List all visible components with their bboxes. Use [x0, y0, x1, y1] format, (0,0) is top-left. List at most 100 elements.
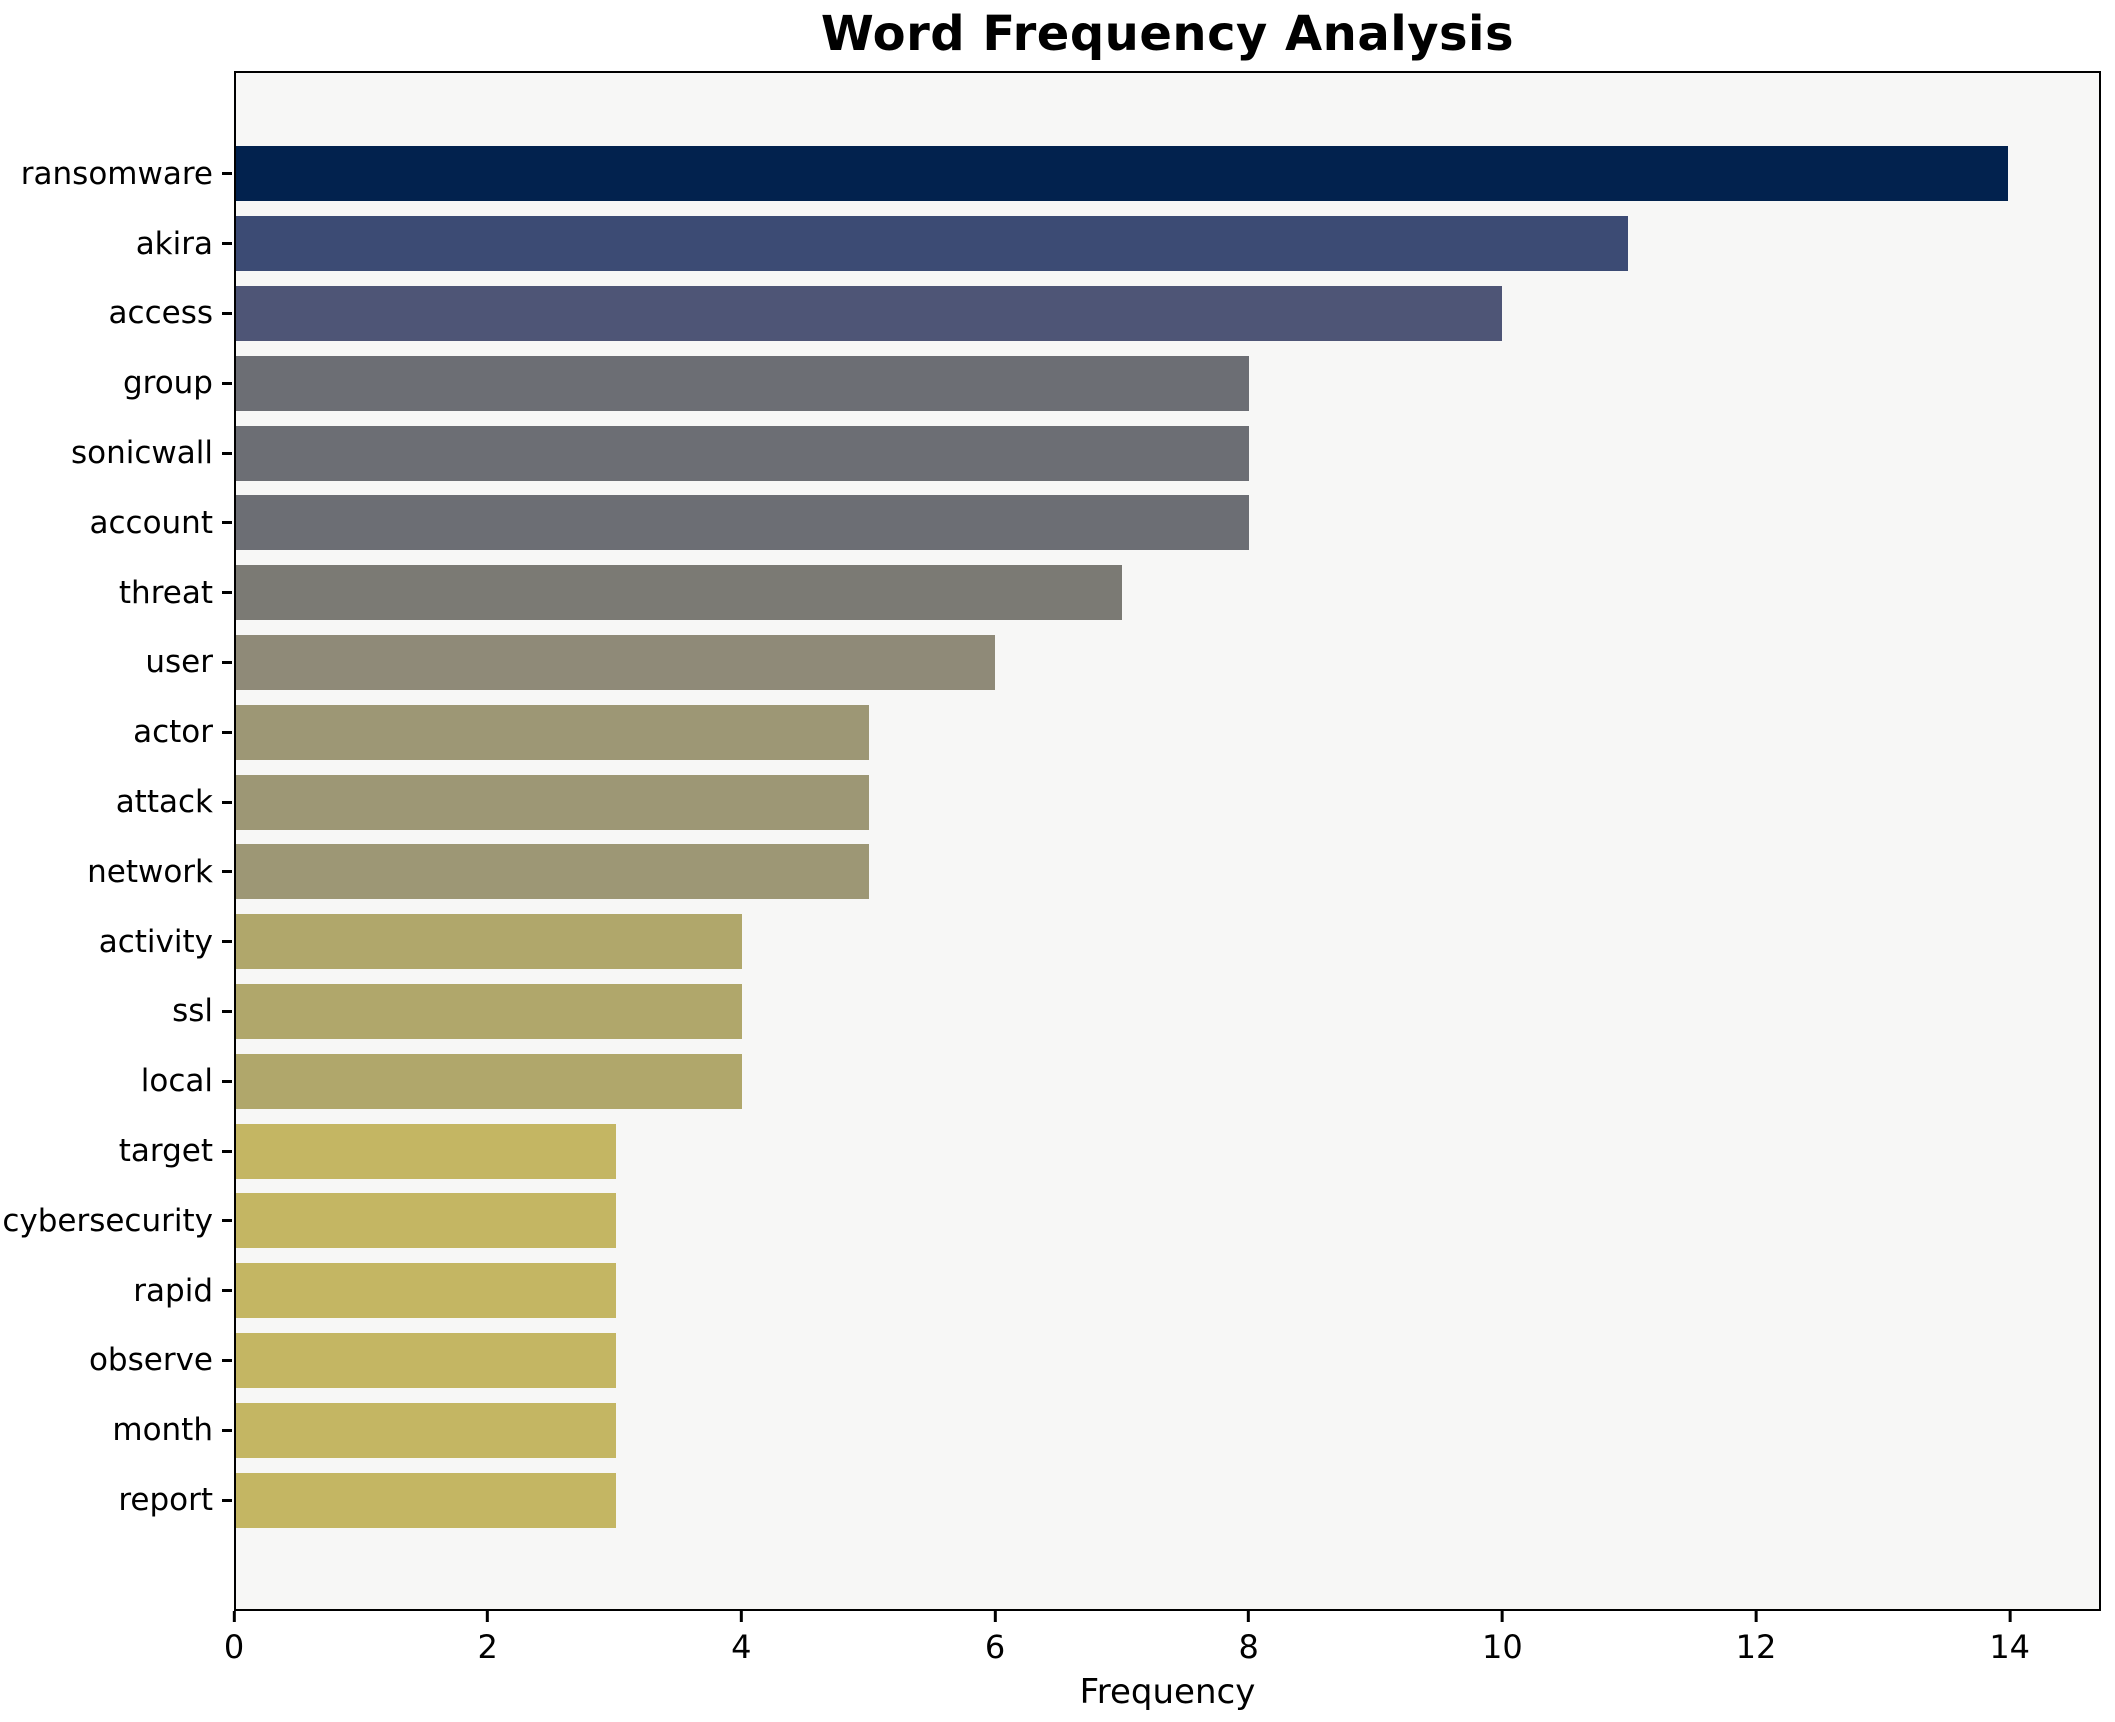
plot-area [234, 71, 2101, 1611]
bar-ransomware [236, 146, 2008, 202]
bar-row [236, 418, 2099, 488]
bar-row [236, 1256, 2099, 1326]
bar-row [236, 628, 2099, 698]
bar-akira [236, 216, 1629, 272]
y-tick-mark [222, 1009, 232, 1013]
ylabel-row: local [0, 1046, 232, 1116]
category-label: user [145, 644, 213, 681]
bar-row [236, 837, 2099, 907]
bars-container [236, 139, 2099, 1535]
y-tick-mark [222, 800, 232, 804]
ylabel-row: cybersecurity [0, 1186, 232, 1256]
bar-row [236, 1465, 2099, 1535]
category-label: activity [98, 923, 213, 960]
y-tick-mark [222, 1219, 232, 1223]
y-tick-mark [222, 1358, 232, 1362]
ylabel-row: attack [0, 767, 232, 837]
category-label: access [108, 295, 213, 332]
bar-report [236, 1472, 616, 1528]
x-tick: 14 [1989, 1611, 2030, 1666]
bar-row [236, 1326, 2099, 1396]
bar-user [236, 634, 996, 690]
ylabel-row: ransomware [0, 139, 232, 209]
ylabel-row: activity [0, 907, 232, 977]
bar-row [236, 1116, 2099, 1186]
category-label: network [87, 853, 213, 890]
category-label: group [122, 365, 213, 402]
bar-rapid [236, 1263, 616, 1319]
x-tick: 12 [1735, 1611, 1777, 1666]
ylabel-row: month [0, 1395, 232, 1465]
y-tick-mark [222, 451, 232, 455]
y-tick-mark [222, 242, 232, 246]
category-label: ssl [172, 993, 213, 1030]
x-tick-mark [486, 1611, 490, 1622]
y-axis-labels: ransomware akira access group sonicwall accou… [0, 73, 232, 1609]
ylabel-row: report [0, 1465, 232, 1535]
y-tick-mark [222, 311, 232, 315]
bar-local [236, 1053, 743, 1109]
bar-observe [236, 1332, 616, 1388]
category-label: local [140, 1063, 213, 1100]
x-tick-mark [993, 1611, 997, 1622]
bar-month [236, 1402, 616, 1458]
ylabel-row: observe [0, 1326, 232, 1396]
y-tick-mark [222, 1428, 232, 1432]
bar-network [236, 844, 869, 900]
x-tick-label: 6 [984, 1628, 1006, 1666]
bar-row [236, 139, 2099, 209]
y-tick-mark [222, 521, 232, 525]
x-tick-mark [232, 1611, 236, 1622]
x-tick: 0 [224, 1611, 244, 1666]
ylabel-row: sonicwall [0, 418, 232, 488]
y-tick-mark [222, 1149, 232, 1153]
category-label: account [89, 504, 213, 541]
category-label: month [112, 1412, 213, 1449]
category-label: observe [88, 1342, 213, 1379]
ylabel-row: threat [0, 558, 232, 628]
chart-title: Word Frequency Analysis [820, 6, 1515, 62]
bar-sonicwall [236, 425, 1249, 481]
x-tick-label: 10 [1481, 1628, 1523, 1666]
bar-account [236, 495, 1249, 551]
bar-activity [236, 914, 743, 970]
x-tick-mark [1247, 1611, 1251, 1622]
bar-row [236, 1395, 2099, 1465]
category-label: cybersecurity [2, 1202, 213, 1239]
bar-row [236, 348, 2099, 418]
category-label: actor [133, 714, 213, 751]
x-tick-mark [1754, 1611, 1758, 1622]
x-tick-mark [739, 1611, 743, 1622]
ylabel-row: access [0, 279, 232, 349]
y-tick-mark [222, 172, 232, 176]
ylabel-row: account [0, 488, 232, 558]
category-label: target [118, 1133, 213, 1170]
x-tick-mark [2008, 1611, 2012, 1622]
category-label: threat [118, 574, 213, 611]
bar-row [236, 767, 2099, 837]
x-tick-label: 12 [1735, 1628, 1777, 1666]
x-tick-label: 14 [1989, 1628, 2031, 1666]
x-axis: 0 2 4 6 8 10 12 14 [224, 1611, 2101, 1681]
ylabel-row: user [0, 628, 232, 698]
x-tick: 2 [477, 1611, 498, 1666]
y-tick-mark [222, 381, 232, 385]
bar-row [236, 488, 2099, 558]
x-tick-label: 4 [731, 1628, 752, 1666]
ylabel-row: actor [0, 697, 232, 767]
category-label: attack [115, 784, 213, 821]
y-tick-mark [222, 940, 232, 944]
x-tick: 4 [731, 1611, 752, 1666]
bar-actor [236, 704, 869, 760]
category-label: report [118, 1482, 213, 1519]
bar-row [236, 279, 2099, 349]
ylabel-row: akira [0, 209, 232, 279]
x-tick: 6 [985, 1611, 1005, 1666]
category-label: ransomware [20, 155, 213, 192]
bar-cybersecurity [236, 1193, 616, 1249]
ylabel-row: ssl [0, 977, 232, 1047]
bar-threat [236, 565, 1122, 621]
ylabel-row: target [0, 1116, 232, 1186]
y-tick-mark [222, 730, 232, 734]
